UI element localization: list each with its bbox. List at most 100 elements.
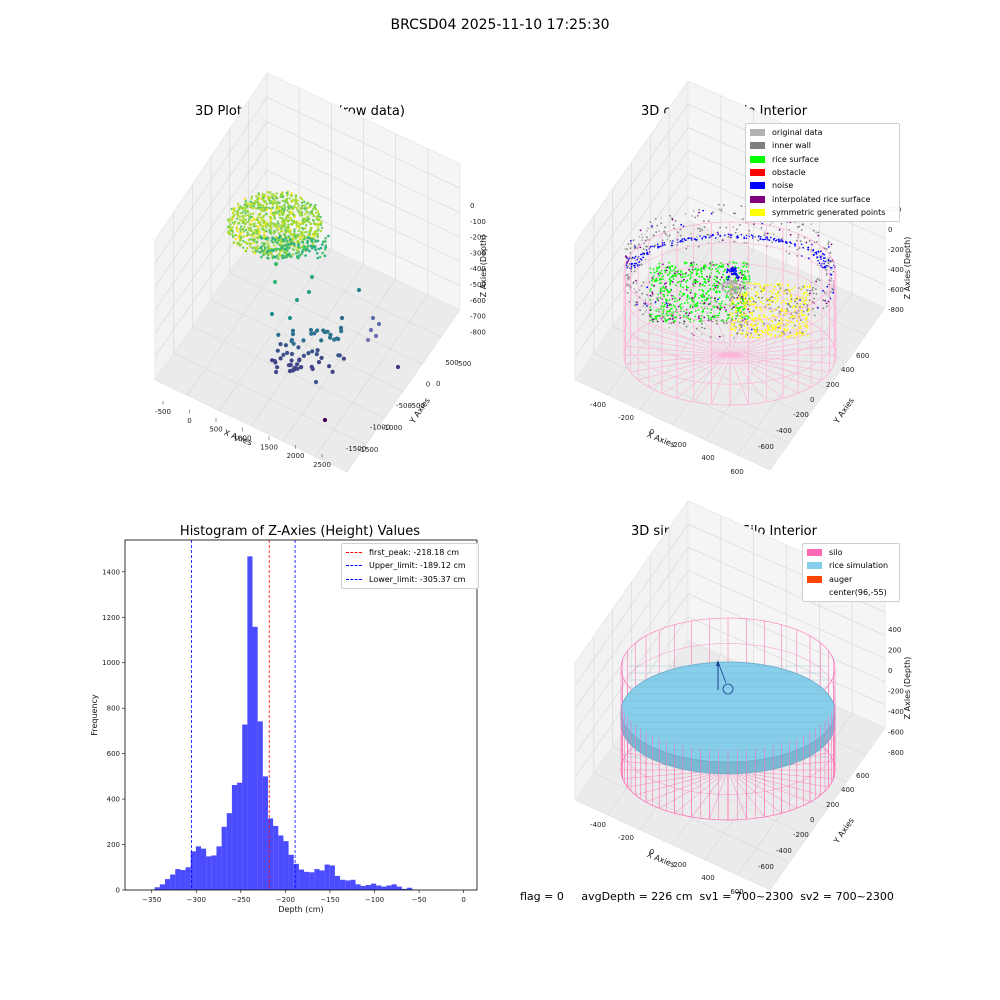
classify-symmetric-point (775, 326, 778, 328)
classify-legend-swatch (750, 208, 765, 216)
classify-wall-point (685, 325, 688, 328)
classify-wall-point (650, 225, 653, 227)
classify-rice-point (718, 264, 721, 267)
histogram-plot: −350 −300 −250 −200 −150 −100 −50 0020040060080… (90, 539, 478, 914)
classify-noise-point (704, 235, 707, 238)
classify-wall-point (656, 224, 659, 227)
raw-surface-point (288, 211, 291, 214)
raw-surface-point (316, 235, 319, 239)
raw-surface-point (287, 229, 290, 233)
classify-symmetric-point (777, 297, 779, 300)
classify-symmetric-point (746, 299, 748, 302)
raw-surface-point (291, 253, 295, 256)
classify-symmetric-point (742, 303, 745, 305)
raw-y-tick-label: -1000 (382, 424, 402, 432)
histogram-legend: first_peak: -218.18 cm Upper_limit: -189.… (341, 543, 479, 589)
classify-rice-point (680, 285, 682, 288)
raw-surface-point (266, 191, 269, 194)
raw-surface-point (297, 240, 301, 244)
classify-rice-point (696, 301, 699, 304)
classify-symmetric-point (774, 285, 776, 288)
classify-symmetric-point (774, 301, 777, 304)
raw-deep-point (275, 348, 280, 353)
raw-surface-point (281, 207, 284, 210)
classify-rice-point (724, 290, 727, 293)
classify-symmetric-point (764, 284, 767, 287)
raw-surface-point (271, 203, 274, 206)
raw-surface-point (249, 242, 253, 245)
classify-noise-point (794, 245, 796, 247)
classify-rice-point (666, 289, 669, 292)
classify-y-tick-label: 400 (841, 366, 854, 374)
classify-rice-point (691, 300, 694, 303)
raw-deep-point (310, 366, 315, 372)
raw-surface-point (261, 225, 264, 228)
classify-wall-point (740, 326, 743, 328)
classify-rice-point (702, 309, 704, 311)
classify-symmetric-point (785, 319, 788, 321)
raw-deep-point (319, 355, 324, 360)
raw-surface-point (308, 237, 312, 240)
raw-surface-point (281, 244, 285, 248)
raw-surface-point (282, 204, 286, 207)
raw-surface-point (300, 252, 304, 256)
simulation-silo-back-spoke (727, 769, 821, 796)
raw-surface-point (303, 204, 306, 207)
classify-silo-front-spoke (638, 329, 731, 356)
raw-surface-point (232, 215, 235, 218)
classify-wall-point (830, 274, 833, 276)
raw-surface-point (316, 256, 320, 260)
classify-symmetric-point (766, 316, 768, 319)
classify-rice-point (683, 314, 685, 317)
classify-noise-point (743, 236, 745, 238)
classify-rice-point (725, 294, 728, 297)
classify-wall-point (679, 228, 682, 231)
raw-deep-point (309, 331, 314, 336)
raw-surface-point (260, 245, 263, 249)
raw-deep-point (289, 351, 295, 357)
simulation-z-tick-label: -600 (888, 729, 904, 737)
classify-wall-point (815, 231, 818, 234)
raw-surface-point (316, 215, 319, 218)
classify-noise-point (658, 246, 661, 248)
raw-surface-point (283, 224, 286, 228)
classify-noise-point (730, 236, 732, 239)
classify-noise-point (660, 245, 662, 247)
raw-z-tick-label: -200 (470, 234, 486, 242)
classify-wall-point (809, 289, 811, 292)
raw-surface-point (258, 221, 261, 224)
classify-symmetric-point (783, 292, 786, 295)
classify-rice-point (668, 278, 671, 281)
classify-wall-point (638, 243, 640, 246)
raw-outlier-point (356, 287, 362, 293)
classify-rice-point (683, 278, 685, 281)
classify-wall-point (692, 210, 695, 212)
classify-rice-point (685, 315, 688, 318)
classify-wall-point (639, 246, 642, 249)
raw-surface-point (280, 237, 283, 240)
raw-surface-point (259, 216, 262, 219)
classify-wall-point (698, 208, 700, 211)
classify-noise-point (777, 238, 780, 241)
raw-z-tick-label: -700 (470, 313, 486, 321)
classify-noise-point (681, 238, 684, 240)
classify-rice-point (715, 290, 718, 292)
raw-surface-point (282, 209, 285, 213)
classify-rice-point (688, 312, 691, 315)
classify-original-point (732, 280, 735, 283)
classify-symmetric-point (769, 290, 772, 292)
raw-surface-point (291, 207, 295, 211)
raw-surface-point (257, 194, 261, 197)
classify-rice-point (706, 298, 708, 301)
classify-symmetric-point (730, 328, 733, 331)
classify-rice-point (718, 303, 721, 305)
classify-symmetric-point (758, 314, 761, 317)
classify-rice-point (742, 265, 744, 268)
classify-rice-point (748, 280, 751, 283)
classify-rice-point (663, 290, 666, 292)
classify-symmetric-point (806, 327, 809, 329)
classify-rice-point (684, 273, 687, 275)
raw-surface-point (316, 210, 320, 213)
classify-rice-point (725, 310, 727, 313)
